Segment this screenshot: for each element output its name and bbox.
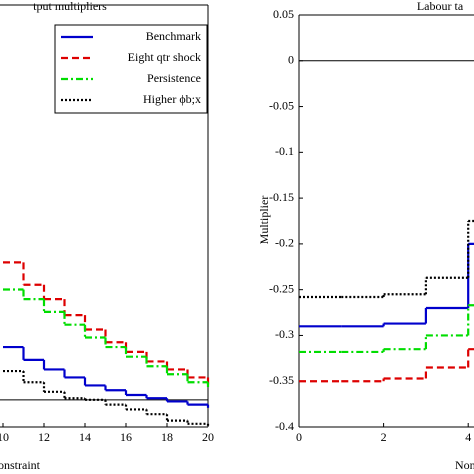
series (299, 242, 474, 328)
series (299, 348, 474, 383)
y-tick-label: -0.1 (275, 144, 294, 158)
series (3, 345, 210, 409)
y-tick-label: -0.3 (275, 327, 294, 341)
series (3, 369, 210, 429)
chart-title: Labour ta (417, 0, 464, 13)
series (299, 304, 474, 354)
series (3, 261, 210, 387)
y-tick-label: -0.15 (269, 190, 294, 204)
x-axis-label: Non- (455, 458, 474, 472)
chart-title: tput multipliers (33, 0, 107, 13)
y-axis-label: Multiplier (257, 196, 271, 245)
legend-label: Persistence (147, 71, 201, 85)
x-tick-label: 16 (120, 430, 132, 444)
x-tick-label: 18 (161, 430, 173, 444)
x-tick-label: 2 (381, 430, 387, 444)
series (3, 288, 210, 389)
legend-box (54, 24, 208, 114)
legend-label: Eight qtr shock (128, 50, 201, 64)
x-tick-label: 12 (38, 430, 50, 444)
y-tick-label: 0 (288, 53, 294, 67)
y-tick-label: -0.2 (275, 236, 294, 250)
x-tick-label: 0 (296, 430, 302, 444)
x-tick-label: 4 (465, 430, 471, 444)
x-axis-label: g constraint (0, 458, 41, 472)
y-tick-label: 0.05 (273, 7, 294, 21)
x-tick-label: 14 (79, 430, 91, 444)
x-tick-label: 20 (202, 430, 214, 444)
y-tick-label: -0.35 (269, 373, 294, 387)
legend-label: Benchmark (146, 29, 201, 43)
y-tick-label: -0.4 (275, 419, 294, 433)
y-tick-label: -0.25 (269, 281, 294, 295)
y-tick-label: -0.05 (269, 98, 294, 112)
series (299, 219, 474, 299)
x-tick-label: 10 (0, 430, 9, 444)
legend-label: Higher ϕb;x (143, 92, 201, 106)
